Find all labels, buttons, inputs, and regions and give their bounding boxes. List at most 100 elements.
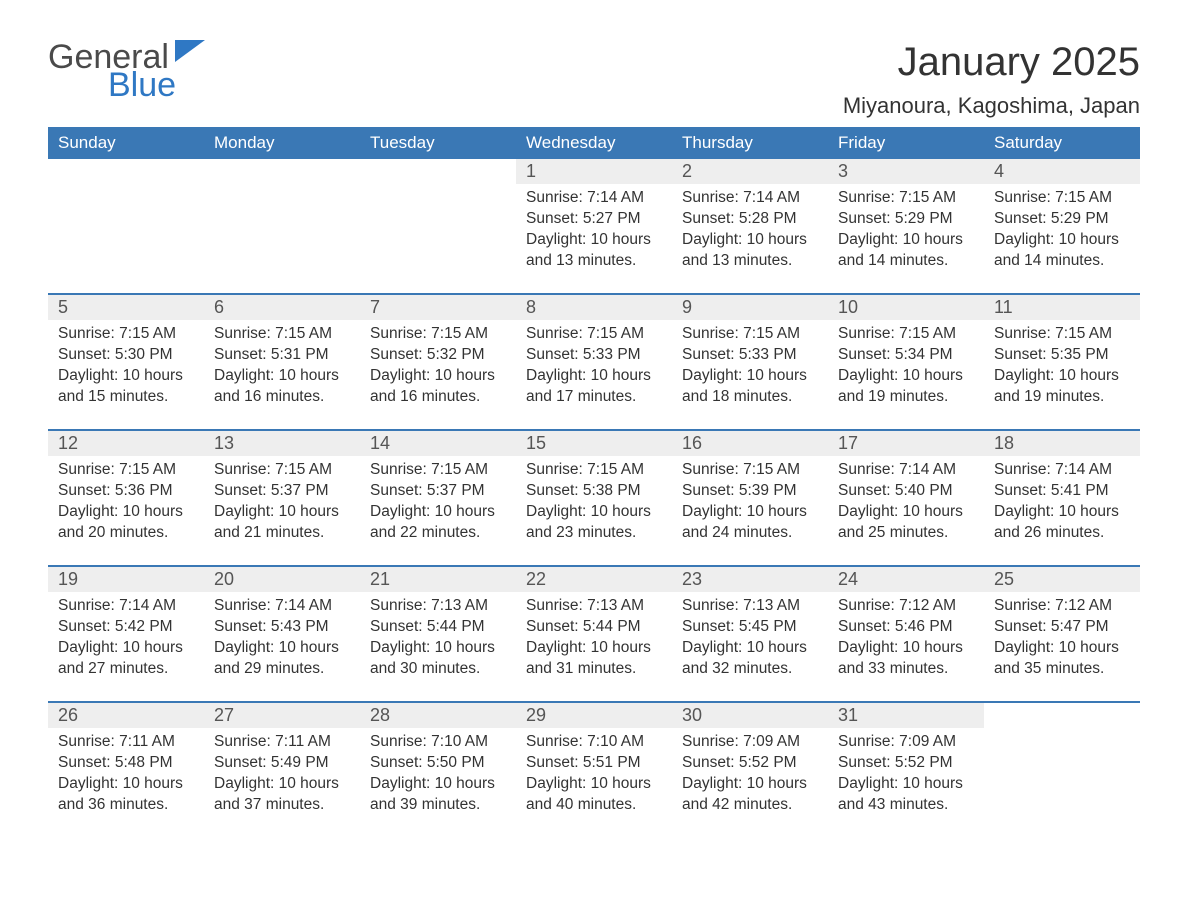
day-content-cell xyxy=(984,728,1140,838)
content-row: Sunrise: 7:15 AMSunset: 5:36 PMDaylight:… xyxy=(48,456,1140,566)
location-label: Miyanoura, Kagoshima, Japan xyxy=(843,93,1140,119)
day-content-cell: Sunrise: 7:15 AMSunset: 5:37 PMDaylight:… xyxy=(204,456,360,566)
sunrise-text: Sunrise: 7:10 AM xyxy=(370,732,506,753)
daylight-text: Daylight: 10 hours and 37 minutes. xyxy=(214,774,350,816)
day-number-cell: 30 xyxy=(672,702,828,728)
content-row: Sunrise: 7:15 AMSunset: 5:30 PMDaylight:… xyxy=(48,320,1140,430)
day-content-cell: Sunrise: 7:12 AMSunset: 5:47 PMDaylight:… xyxy=(984,592,1140,702)
daylight-text: Daylight: 10 hours and 14 minutes. xyxy=(994,230,1130,272)
weekday-header: Sunday xyxy=(48,127,204,159)
sunrise-text: Sunrise: 7:14 AM xyxy=(526,188,662,209)
sunrise-text: Sunrise: 7:12 AM xyxy=(838,596,974,617)
weekday-header: Tuesday xyxy=(360,127,516,159)
sunset-text: Sunset: 5:51 PM xyxy=(526,753,662,774)
sunset-text: Sunset: 5:37 PM xyxy=(370,481,506,502)
day-content-cell: Sunrise: 7:15 AMSunset: 5:39 PMDaylight:… xyxy=(672,456,828,566)
day-content-cell: Sunrise: 7:14 AMSunset: 5:27 PMDaylight:… xyxy=(516,184,672,294)
sunset-text: Sunset: 5:28 PM xyxy=(682,209,818,230)
day-content-cell: Sunrise: 7:15 AMSunset: 5:35 PMDaylight:… xyxy=(984,320,1140,430)
brand-word-2: Blue xyxy=(108,68,205,102)
day-content-cell: Sunrise: 7:13 AMSunset: 5:44 PMDaylight:… xyxy=(360,592,516,702)
sunrise-text: Sunrise: 7:15 AM xyxy=(214,460,350,481)
daynum-row: 19202122232425 xyxy=(48,566,1140,592)
sunrise-text: Sunrise: 7:15 AM xyxy=(838,324,974,345)
day-content-cell xyxy=(360,184,516,294)
sunset-text: Sunset: 5:33 PM xyxy=(682,345,818,366)
sunset-text: Sunset: 5:43 PM xyxy=(214,617,350,638)
sunrise-text: Sunrise: 7:14 AM xyxy=(838,460,974,481)
day-number-cell: 19 xyxy=(48,566,204,592)
sunrise-text: Sunrise: 7:11 AM xyxy=(58,732,194,753)
weekday-header: Friday xyxy=(828,127,984,159)
day-number-cell: 9 xyxy=(672,294,828,320)
sunset-text: Sunset: 5:29 PM xyxy=(994,209,1130,230)
title-block: January 2025 Miyanoura, Kagoshima, Japan xyxy=(843,40,1140,119)
day-content-cell: Sunrise: 7:13 AMSunset: 5:44 PMDaylight:… xyxy=(516,592,672,702)
sunset-text: Sunset: 5:47 PM xyxy=(994,617,1130,638)
sunrise-text: Sunrise: 7:15 AM xyxy=(526,324,662,345)
sunset-text: Sunset: 5:41 PM xyxy=(994,481,1130,502)
day-number-cell: 13 xyxy=(204,430,360,456)
sunset-text: Sunset: 5:32 PM xyxy=(370,345,506,366)
day-number-cell: 27 xyxy=(204,702,360,728)
calendar-table: SundayMondayTuesdayWednesdayThursdayFrid… xyxy=(48,127,1140,838)
sunrise-text: Sunrise: 7:14 AM xyxy=(214,596,350,617)
daylight-text: Daylight: 10 hours and 19 minutes. xyxy=(838,366,974,408)
day-number-cell: 23 xyxy=(672,566,828,592)
sunrise-text: Sunrise: 7:15 AM xyxy=(994,188,1130,209)
day-number-cell: 25 xyxy=(984,566,1140,592)
day-content-cell: Sunrise: 7:15 AMSunset: 5:31 PMDaylight:… xyxy=(204,320,360,430)
daylight-text: Daylight: 10 hours and 42 minutes. xyxy=(682,774,818,816)
sunset-text: Sunset: 5:37 PM xyxy=(214,481,350,502)
day-content-cell xyxy=(204,184,360,294)
day-content-cell: Sunrise: 7:15 AMSunset: 5:33 PMDaylight:… xyxy=(516,320,672,430)
sunrise-text: Sunrise: 7:11 AM xyxy=(214,732,350,753)
day-content-cell: Sunrise: 7:15 AMSunset: 5:32 PMDaylight:… xyxy=(360,320,516,430)
day-number-cell: 18 xyxy=(984,430,1140,456)
daylight-text: Daylight: 10 hours and 20 minutes. xyxy=(58,502,194,544)
content-row: Sunrise: 7:11 AMSunset: 5:48 PMDaylight:… xyxy=(48,728,1140,838)
day-number-cell: 2 xyxy=(672,159,828,184)
sunset-text: Sunset: 5:27 PM xyxy=(526,209,662,230)
weekday-header: Wednesday xyxy=(516,127,672,159)
daynum-row: 262728293031 xyxy=(48,702,1140,728)
content-row: Sunrise: 7:14 AMSunset: 5:27 PM Daylight:… xyxy=(48,184,1140,294)
page-header: General Blue January 2025 Miyanoura, Kag… xyxy=(48,40,1140,119)
daylight-text: Daylight: 10 hours and 22 minutes. xyxy=(370,502,506,544)
sunrise-text: Sunrise: 7:09 AM xyxy=(682,732,818,753)
day-content-cell: Sunrise: 7:11 AMSunset: 5:49 PMDaylight:… xyxy=(204,728,360,838)
weekday-header: Monday xyxy=(204,127,360,159)
daylight-text: Daylight: 10 hours and 40 minutes. xyxy=(526,774,662,816)
sunset-text: Sunset: 5:49 PM xyxy=(214,753,350,774)
daynum-row: 1234 xyxy=(48,159,1140,184)
day-number-cell: 15 xyxy=(516,430,672,456)
sunset-text: Sunset: 5:52 PM xyxy=(838,753,974,774)
sunrise-text: Sunrise: 7:15 AM xyxy=(526,460,662,481)
daylight-text: Daylight: 10 hours and 30 minutes. xyxy=(370,638,506,680)
day-content-cell: Sunrise: 7:15 AMSunset: 5:29 PMDaylight:… xyxy=(984,184,1140,294)
sunrise-text: Sunrise: 7:15 AM xyxy=(214,324,350,345)
day-content-cell: Sunrise: 7:14 AMSunset: 5:28 PMDaylight:… xyxy=(672,184,828,294)
daylight-text: Daylight: 10 hours and 31 minutes. xyxy=(526,638,662,680)
daylight-text: Daylight: 10 hours and 14 minutes. xyxy=(838,230,974,272)
daynum-row: 567891011 xyxy=(48,294,1140,320)
daylight-text: Daylight: 10 hours and 43 minutes. xyxy=(838,774,974,816)
day-number-cell: 11 xyxy=(984,294,1140,320)
daylight-text: Daylight: 10 hours and 33 minutes. xyxy=(838,638,974,680)
daylight-text: Daylight: 10 hours and 39 minutes. xyxy=(370,774,506,816)
weekday-header-row: SundayMondayTuesdayWednesdayThursdayFrid… xyxy=(48,127,1140,159)
day-number-cell: 31 xyxy=(828,702,984,728)
day-number-cell xyxy=(204,159,360,184)
daylight-text: Daylight: 10 hours and 23 minutes. xyxy=(526,502,662,544)
sunrise-text: Sunrise: 7:13 AM xyxy=(682,596,818,617)
sunset-text: Sunset: 5:35 PM xyxy=(994,345,1130,366)
weekday-header: Saturday xyxy=(984,127,1140,159)
day-number-cell: 1 xyxy=(516,159,672,184)
sunrise-text: Sunrise: 7:12 AM xyxy=(994,596,1130,617)
day-content-cell: Sunrise: 7:11 AMSunset: 5:48 PMDaylight:… xyxy=(48,728,204,838)
day-number-cell: 20 xyxy=(204,566,360,592)
daylight-text: Daylight: 10 hours and 21 minutes. xyxy=(214,502,350,544)
day-number-cell: 28 xyxy=(360,702,516,728)
daylight-text: Daylight: 10 hours and 16 minutes. xyxy=(370,366,506,408)
calendar-body: 1234 Sunrise: 7:14 AMSunset: 5:27 PMDayl… xyxy=(48,159,1140,838)
